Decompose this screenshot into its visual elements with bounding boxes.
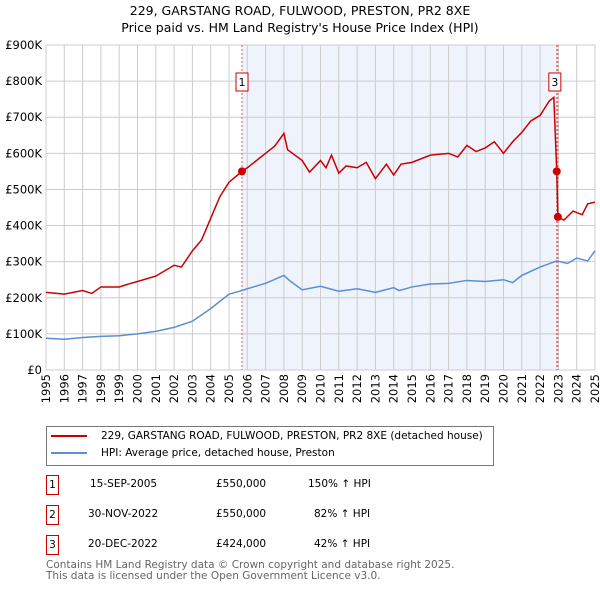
y-tick-label: £700K <box>5 110 42 124</box>
property-swatch <box>51 435 87 437</box>
x-tick-label: 2009 <box>295 374 309 403</box>
sale-hpi: 82% ↑ HPI <box>314 508 371 520</box>
x-tick-label: 2012 <box>350 374 364 403</box>
x-tick-label: 2018 <box>460 374 474 403</box>
sale-price: £550,000 <box>216 508 267 520</box>
x-tick-label: 2005 <box>222 374 236 403</box>
y-tick-label: £0 <box>27 363 42 377</box>
y-tick-label: £300K <box>5 255 42 269</box>
sale-price: £424,000 <box>216 538 267 550</box>
x-tick-label: 1996 <box>57 374 71 403</box>
y-tick-label: £100K <box>5 327 42 341</box>
footer-line1: Contains HM Land Registry data © Crown c… <box>46 559 455 571</box>
legend-hpi: HPI: Average price, detached house, Pres… <box>101 447 335 459</box>
x-tick-label: 2023 <box>551 374 565 403</box>
x-tick-label: 1995 <box>39 374 53 403</box>
sale-marker <box>237 167 246 176</box>
sale-date: 15-SEP-2005 <box>90 478 158 490</box>
x-tick-label: 2017 <box>442 374 456 403</box>
sale-hpi: 150% ↑ HPI <box>308 478 371 490</box>
chart-subtitle: Price paid vs. HM Land Registry's House … <box>121 20 479 35</box>
event-label: 3 <box>551 76 558 89</box>
sale-row: 2 30-NOV-2022 £550,000 82% ↑ HPI <box>46 505 446 525</box>
sale-marker <box>552 167 561 176</box>
x-tick-label: 2006 <box>240 374 254 403</box>
sale-badge: 3 <box>46 535 59 555</box>
sale-badge: 2 <box>46 505 59 525</box>
x-tick-label: 1997 <box>76 374 90 403</box>
price-chart: £0 £100K £200K £300K £400K £500K £600K £700K £80… <box>5 38 600 403</box>
sale-date: 20-DEC-2022 <box>88 538 158 550</box>
x-tick-label: 2024 <box>570 374 584 403</box>
y-tick-label: £200K <box>5 291 42 305</box>
y-tick-label: £800K <box>5 74 42 88</box>
x-tick-label: 2016 <box>423 374 437 403</box>
sale-row: 1 15-SEP-2005 £550,000 150% ↑ HPI <box>46 475 446 495</box>
x-tick-label: 1999 <box>112 374 126 403</box>
plot-frame <box>45 44 596 371</box>
y-tick-label: £600K <box>5 146 42 160</box>
x-tick-label: 2013 <box>368 374 382 403</box>
x-tick-label: 2004 <box>204 374 218 403</box>
chart-title: 229, GARSTANG ROAD, FULWOOD, PRESTON, PR… <box>129 3 471 18</box>
legend: 229, GARSTANG ROAD, FULWOOD, PRESTON, PR… <box>46 426 494 466</box>
x-tick-label: 2000 <box>131 374 145 403</box>
x-tick-label: 2008 <box>277 374 291 403</box>
x-tick-label: 2022 <box>533 374 547 403</box>
y-tick-label: £400K <box>5 219 42 233</box>
sale-hpi: 42% ↑ HPI <box>314 538 371 550</box>
x-tick-label: 2007 <box>259 374 273 403</box>
sale-marker <box>553 212 562 221</box>
x-tick-label: 1998 <box>94 374 108 403</box>
footer-line2: This data is licensed under the Open Gov… <box>46 570 381 582</box>
x-tick-label: 2025 <box>588 374 600 403</box>
x-tick-label: 2003 <box>185 374 199 403</box>
property-line <box>45 95 596 295</box>
event-label: 1 <box>238 76 245 89</box>
footer: Contains HM Land Registry data © Crown c… <box>46 560 454 582</box>
shaded-period <box>241 45 558 370</box>
x-tick-label: 2014 <box>387 374 401 403</box>
x-tick-label: 2002 <box>167 374 181 403</box>
sale-badge: 1 <box>46 475 59 495</box>
x-tick-label: 2010 <box>314 374 328 403</box>
y-tick-label: £900K <box>5 38 42 52</box>
x-tick-label: 2021 <box>515 374 529 403</box>
sale-price: £550,000 <box>216 478 267 490</box>
hpi-line <box>45 250 596 341</box>
x-tick-label: 2001 <box>149 374 163 403</box>
x-tick-label: 2019 <box>478 374 492 403</box>
hpi-swatch <box>51 452 87 454</box>
event-label-box <box>548 72 562 92</box>
sale-row: 3 20-DEC-2022 £424,000 42% ↑ HPI <box>46 535 446 555</box>
y-tick-label: £500K <box>5 182 42 196</box>
x-tick-label: 2011 <box>332 374 346 403</box>
legend-property: 229, GARSTANG ROAD, FULWOOD, PRESTON, PR… <box>101 430 483 442</box>
x-tick-label: 2020 <box>497 374 511 403</box>
sale-date: 30-NOV-2022 <box>88 508 159 520</box>
event-label-box <box>235 72 249 92</box>
x-tick-label: 2015 <box>405 374 419 403</box>
